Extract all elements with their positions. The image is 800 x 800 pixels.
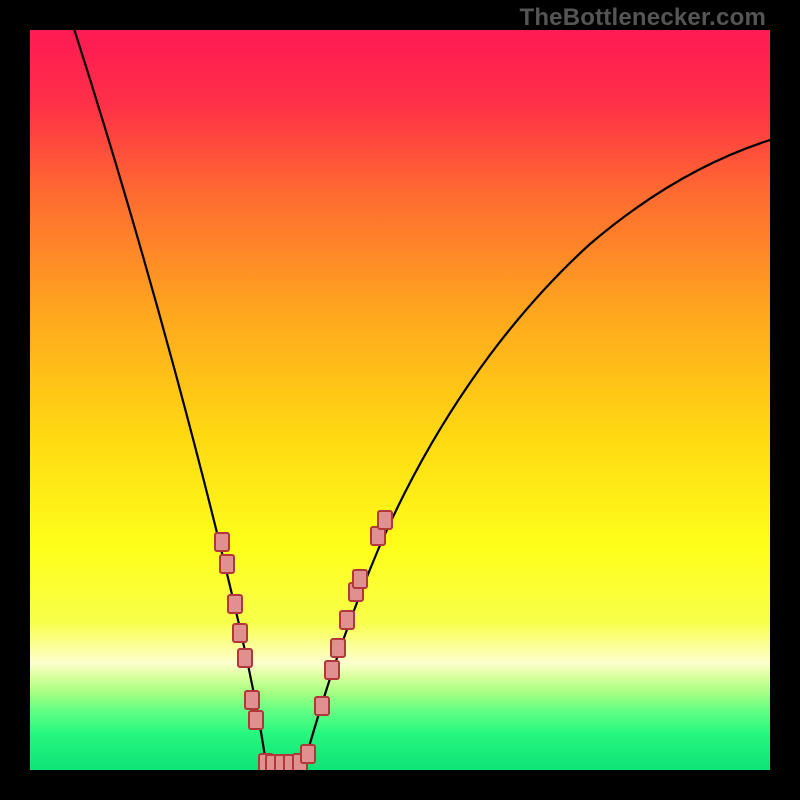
data-marker (314, 696, 330, 716)
data-marker (232, 623, 248, 643)
data-marker (244, 690, 260, 710)
data-marker (324, 660, 340, 680)
data-marker (219, 554, 235, 574)
data-marker (300, 744, 316, 764)
outer-frame: TheBottlenecker.com (0, 0, 800, 800)
data-marker (237, 648, 253, 668)
watermark-text: TheBottlenecker.com (519, 4, 766, 32)
data-marker (339, 610, 355, 630)
bottleneck-curve (30, 30, 770, 770)
data-marker (214, 532, 230, 552)
data-marker (330, 638, 346, 658)
data-marker (248, 710, 264, 730)
data-marker (377, 510, 393, 530)
data-marker (227, 594, 243, 614)
chart-plot-area (30, 30, 770, 770)
data-marker (352, 569, 368, 589)
